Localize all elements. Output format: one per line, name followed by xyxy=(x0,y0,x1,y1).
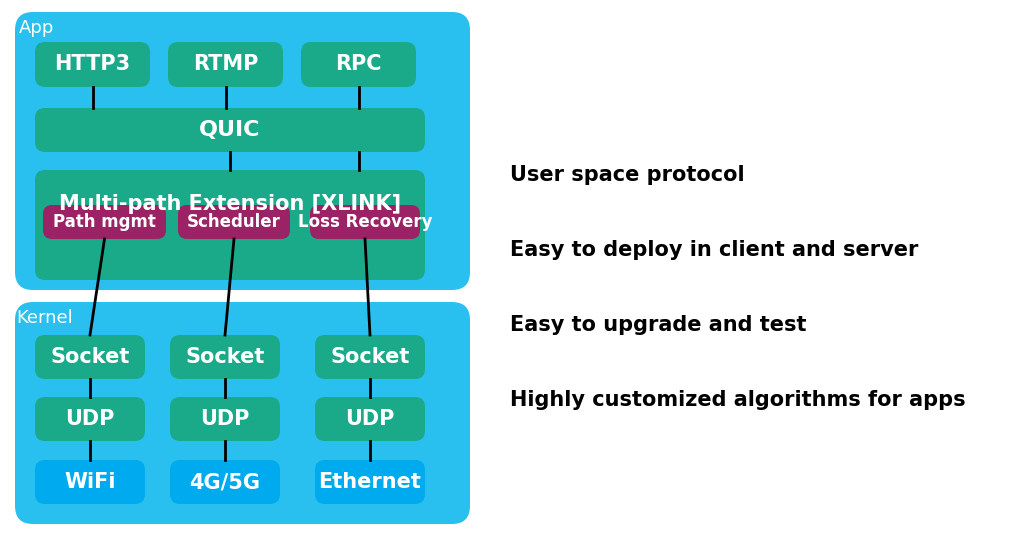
FancyBboxPatch shape xyxy=(315,335,425,379)
Text: HTTP3: HTTP3 xyxy=(54,54,131,74)
Text: Socket: Socket xyxy=(50,347,130,367)
Text: Kernel: Kernel xyxy=(16,309,74,327)
FancyBboxPatch shape xyxy=(15,302,470,524)
Text: RTMP: RTMP xyxy=(193,54,258,74)
Text: Highly customized algorithms for apps: Highly customized algorithms for apps xyxy=(510,390,966,410)
Text: Multi-path Extension [XLINK]: Multi-path Extension [XLINK] xyxy=(59,194,401,214)
Text: RPC: RPC xyxy=(335,54,382,74)
FancyBboxPatch shape xyxy=(170,397,280,441)
FancyBboxPatch shape xyxy=(35,42,150,87)
FancyBboxPatch shape xyxy=(35,335,145,379)
FancyBboxPatch shape xyxy=(170,460,280,504)
Text: Socket: Socket xyxy=(185,347,264,367)
Text: UDP: UDP xyxy=(345,409,394,429)
Text: Easy to deploy in client and server: Easy to deploy in client and server xyxy=(510,240,919,260)
Text: UDP: UDP xyxy=(201,409,250,429)
Text: User space protocol: User space protocol xyxy=(510,165,744,185)
Text: Scheduler: Scheduler xyxy=(187,213,281,231)
Text: Socket: Socket xyxy=(331,347,410,367)
Text: WiFi: WiFi xyxy=(65,472,116,492)
Text: App: App xyxy=(19,19,54,37)
FancyBboxPatch shape xyxy=(35,460,145,504)
FancyBboxPatch shape xyxy=(310,205,420,239)
FancyBboxPatch shape xyxy=(315,460,425,504)
FancyBboxPatch shape xyxy=(170,335,280,379)
FancyBboxPatch shape xyxy=(35,397,145,441)
FancyBboxPatch shape xyxy=(168,42,283,87)
FancyBboxPatch shape xyxy=(178,205,290,239)
Text: Path mgmt: Path mgmt xyxy=(53,213,156,231)
FancyBboxPatch shape xyxy=(35,170,425,280)
FancyBboxPatch shape xyxy=(315,397,425,441)
Text: Loss Recovery: Loss Recovery xyxy=(298,213,432,231)
Text: Ethernet: Ethernet xyxy=(318,472,422,492)
Text: UDP: UDP xyxy=(66,409,115,429)
Text: Easy to upgrade and test: Easy to upgrade and test xyxy=(510,315,807,335)
FancyBboxPatch shape xyxy=(15,12,470,290)
FancyBboxPatch shape xyxy=(35,108,425,152)
Text: 4G/5G: 4G/5G xyxy=(189,472,260,492)
FancyBboxPatch shape xyxy=(43,205,166,239)
FancyBboxPatch shape xyxy=(301,42,416,87)
Text: QUIC: QUIC xyxy=(200,120,261,140)
